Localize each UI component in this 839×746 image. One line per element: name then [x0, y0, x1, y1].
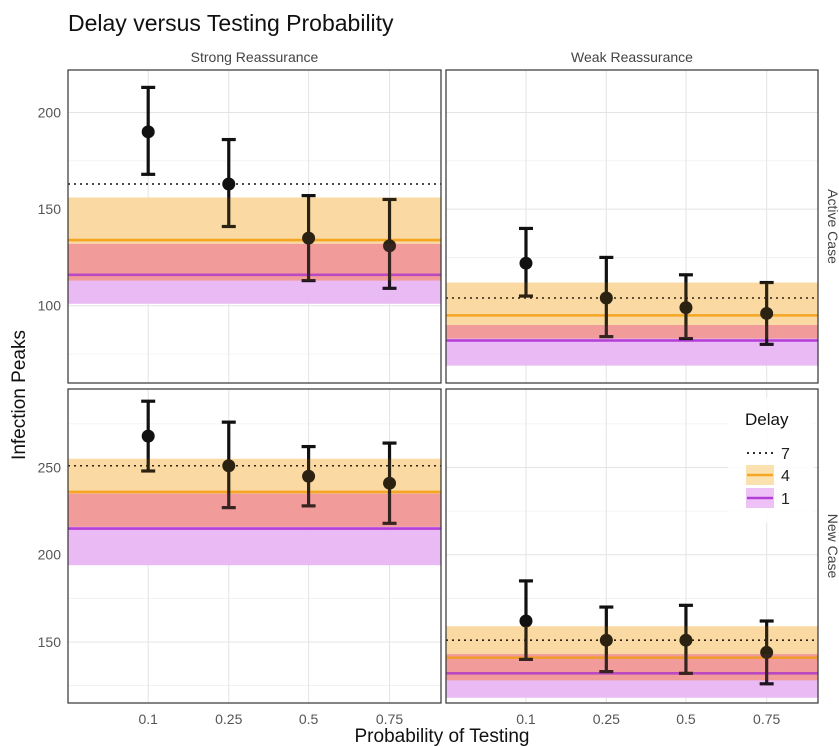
panel — [445, 388, 819, 704]
x-tick-label: 0.1 — [138, 711, 158, 727]
data-point — [141, 429, 155, 443]
data-point-group — [301, 193, 316, 283]
data-point-group — [382, 441, 397, 525]
data-point-group — [518, 226, 533, 298]
panel — [445, 69, 819, 384]
panel-border — [445, 388, 819, 704]
data-point-group — [599, 255, 614, 339]
y-tick-label: 150 — [38, 201, 62, 217]
data-point — [222, 177, 236, 191]
data-point — [302, 231, 316, 245]
data-point-group — [382, 197, 397, 290]
data-point — [383, 239, 397, 253]
data-point-group — [221, 420, 236, 510]
x-tick-label: 0.5 — [299, 711, 319, 727]
data-point-group — [599, 605, 614, 674]
legend-title: Delay — [745, 410, 789, 429]
data-point — [302, 469, 316, 483]
data-point-group — [141, 85, 156, 176]
data-point — [383, 476, 397, 490]
bands-overlap — [446, 325, 818, 339]
x-tick-label: 0.1 — [516, 711, 536, 727]
data-point-group — [301, 444, 316, 508]
data-point — [519, 614, 533, 628]
delay1-band-overlay — [446, 654, 818, 698]
panel-border — [67, 69, 442, 384]
data-point — [519, 256, 533, 270]
y-tick-label: 250 — [38, 460, 62, 476]
data-point-group — [759, 619, 774, 686]
data-point-group — [678, 603, 693, 675]
data-point — [599, 633, 613, 647]
data-point-group — [518, 579, 533, 661]
delay1-band-overlay — [68, 243, 441, 304]
y-tick-label: 200 — [38, 105, 62, 121]
data-point — [222, 459, 236, 473]
delay4-band-overlay — [446, 282, 818, 339]
data-point — [760, 306, 774, 320]
x-tick-label: 0.25 — [593, 711, 620, 727]
data-point — [599, 291, 613, 305]
y-axis-title: Infection Peaks — [9, 330, 30, 460]
panel-content — [68, 70, 441, 383]
panel — [67, 388, 442, 704]
chart-title: Delay versus Testing Probability — [68, 10, 394, 36]
panel-content — [446, 389, 818, 703]
y-tick-label: 100 — [38, 298, 62, 314]
data-point — [679, 633, 693, 647]
panel-content — [68, 389, 441, 703]
data-point-group — [141, 399, 156, 473]
legend-label: 7 — [781, 446, 790, 463]
x-tick-label: 0.5 — [676, 711, 696, 727]
legend-label: 1 — [781, 491, 790, 508]
panel-border — [445, 69, 819, 384]
x-axis-title: Probability of Testing — [355, 726, 530, 746]
column-strip-label: Strong Reassurance — [191, 49, 319, 65]
x-tick-label: 0.25 — [215, 711, 242, 727]
panels-layer: Strong Reassurance Weak Reassurance Active… — [38, 49, 839, 727]
bands-overlap — [68, 493, 441, 527]
data-point — [760, 645, 774, 659]
data-point-group — [678, 273, 693, 341]
delay4-band-overlay — [446, 626, 818, 681]
column-strip-label: Weak Reassurance — [571, 49, 693, 65]
delay1-band-overlay — [446, 325, 818, 366]
delay4-band-overlay — [68, 458, 441, 527]
data-point — [679, 301, 693, 315]
panel-content — [446, 70, 818, 383]
x-tick-label: 0.75 — [376, 711, 403, 727]
row-strip-label: Active Case — [825, 189, 839, 264]
panel-border — [67, 388, 442, 704]
data-point — [141, 125, 155, 139]
data-point-group — [759, 280, 774, 346]
delay1-band-overlay — [68, 493, 441, 566]
row-strip-label: New Case — [825, 514, 839, 579]
data-point-group — [221, 137, 236, 229]
delay4-band-overlay — [68, 197, 441, 281]
y-tick-label: 150 — [38, 634, 62, 650]
legend-label: 4 — [781, 468, 790, 485]
y-tick-label: 200 — [38, 547, 62, 563]
legend: Delay 7 4 1 — [728, 398, 814, 523]
panel — [67, 69, 442, 384]
x-tick-label: 0.75 — [753, 711, 780, 727]
